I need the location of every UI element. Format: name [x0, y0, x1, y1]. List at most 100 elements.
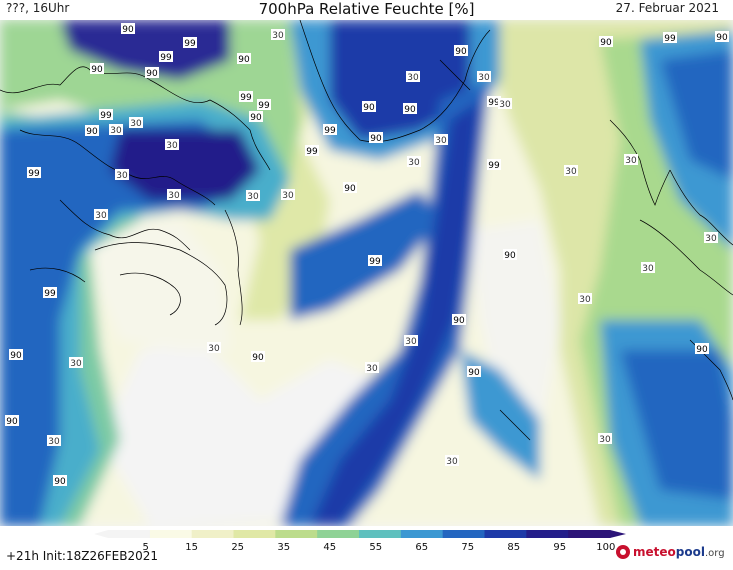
humidity-field	[0, 20, 733, 526]
legend-swatch	[526, 530, 569, 538]
contour-label-bg	[165, 139, 179, 150]
contour-label: 90	[404, 105, 416, 115]
legend-swatch	[233, 530, 276, 538]
contour-label: 30	[446, 457, 458, 467]
color-legend: 5 15 25 35 45 55 65 75 85 95 100	[0, 526, 733, 566]
contour-label-bg	[369, 132, 383, 143]
contour-label: 90	[122, 25, 134, 35]
legend-swatch	[149, 530, 193, 538]
contour-label-bg	[704, 232, 718, 243]
contour-label: 99	[369, 257, 381, 267]
contour-label: 90	[696, 345, 708, 355]
contour-label: 99	[28, 169, 40, 179]
legend-tick-label: 35	[277, 542, 290, 553]
contour-label-bg	[487, 159, 501, 170]
contour-label: 90	[146, 69, 158, 79]
logo-pool: pool	[675, 545, 705, 559]
contour-label: 30	[407, 73, 419, 83]
contour-label-bg	[43, 287, 57, 298]
contour-label-bg	[368, 255, 382, 266]
contour-label: 30	[565, 167, 577, 177]
contour-label: 30	[130, 119, 142, 129]
contour-label-bg	[207, 342, 221, 353]
contour-label: 99	[488, 161, 500, 171]
legend-swatch	[359, 530, 402, 538]
contour-label-bg	[343, 182, 357, 193]
contour-label: 90	[363, 103, 375, 113]
contour-label: 30	[166, 141, 178, 151]
coastlines	[0, 19, 733, 441]
legend-ticks: 5 15 25 35 45 55 65 75 85 95 100	[142, 542, 615, 553]
contour-label: 99	[306, 147, 318, 157]
legend-swatch	[568, 530, 611, 538]
legend-arrow-left	[94, 530, 108, 538]
contour-label-bg	[239, 91, 253, 102]
contour-label-bg	[9, 349, 23, 360]
legend-swatch	[400, 530, 444, 538]
contour-label: 30	[247, 192, 259, 202]
header: ???, 16Uhr 700hPa Relative Feuchte [%] 2…	[0, 0, 733, 20]
contour-label: 30	[110, 126, 122, 136]
contour-label: 30	[70, 359, 82, 369]
contour-label: 90	[10, 351, 22, 361]
legend-swatch	[442, 530, 485, 538]
contour-label-bg	[403, 103, 417, 114]
contour-label-bg	[129, 117, 143, 128]
contour-label-bg	[5, 415, 19, 426]
contour-label-bg	[695, 343, 709, 354]
contour-label: 99	[258, 101, 270, 111]
contour-label: 90	[600, 38, 612, 48]
contour-label: 90	[91, 65, 103, 75]
contour-label-bg	[477, 71, 491, 82]
contour-label: 90	[370, 134, 382, 144]
contour-label: 90	[716, 33, 728, 43]
contour-label-bg	[159, 51, 173, 62]
contour-label: 30	[116, 171, 128, 181]
contour-label: 90	[86, 127, 98, 137]
contour-label: 99	[488, 98, 500, 108]
meteopool-logo[interactable]: meteopool.org	[633, 545, 725, 559]
contour-label: 90	[6, 417, 18, 427]
legend-tick-label: 15	[185, 542, 198, 553]
contour-label: 99	[664, 34, 676, 44]
contour-label-bg	[598, 433, 612, 444]
legend-tick-label: 75	[461, 542, 474, 553]
contour-label-bg	[249, 111, 263, 122]
contour-label: 90	[453, 316, 465, 326]
contour-label: 30	[95, 211, 107, 221]
contour-label-bg	[69, 357, 83, 368]
humidity-map: 90 99 30 99 90 90 90 99 90 30 30 99 90 99 90 99 99 90 30 30…	[0, 19, 733, 526]
legend-tick-label: 65	[415, 542, 428, 553]
contour-label-bg	[663, 32, 677, 43]
logo-tld: .org	[704, 548, 725, 559]
contour-label-bg	[47, 435, 61, 446]
legend-tick-label: 5	[142, 542, 148, 553]
contour-label: 99	[184, 39, 196, 49]
legend-tick-label: 100	[596, 542, 615, 553]
contour-label-bg	[115, 169, 129, 180]
legend-swatch	[484, 530, 527, 538]
legend-arrow-right	[610, 530, 626, 538]
contour-label: 30	[272, 31, 284, 41]
legend-tick-label: 95	[553, 542, 566, 553]
legend-swatch	[317, 530, 360, 538]
contour-label-bg	[641, 262, 655, 273]
contour-label: 30	[208, 344, 220, 354]
contour-label-bg	[365, 362, 379, 373]
contour-label: 30	[642, 264, 654, 274]
run-info: +21h Init:18Z26FEB2021	[6, 549, 158, 563]
contour-label: 30	[405, 337, 417, 347]
contour-label-bg	[404, 335, 418, 346]
contour-label-bg	[503, 249, 517, 260]
contour-label-bg	[362, 101, 376, 112]
contour-label-bg	[323, 124, 337, 135]
legend-bar	[94, 530, 626, 538]
contour-label: 30	[705, 234, 717, 244]
contour-label-bg	[578, 293, 592, 304]
contour-label-bg	[85, 125, 99, 136]
contour-label-bg	[715, 31, 729, 42]
contour-label-bg	[99, 109, 113, 120]
legend-tick-label: 45	[323, 542, 336, 553]
contour-label-bg	[251, 351, 265, 362]
legend-tick-label: 25	[231, 542, 244, 553]
